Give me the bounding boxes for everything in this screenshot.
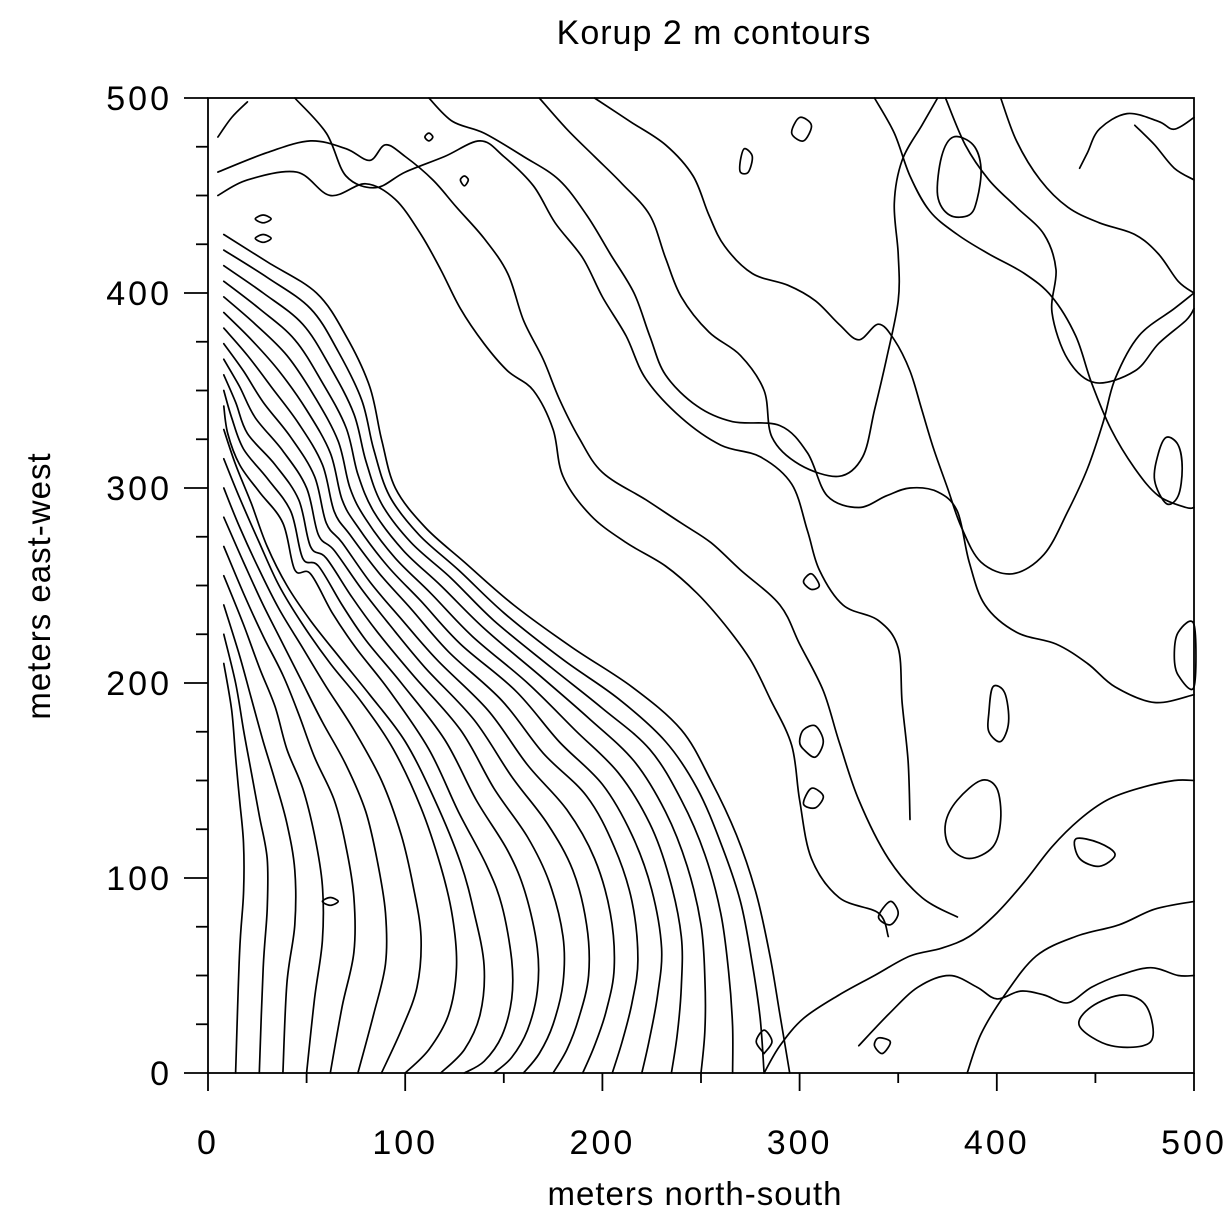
contour-loop	[321, 896, 340, 907]
contour-line	[222, 457, 458, 1074]
y-tick-label: 200	[106, 665, 172, 703]
contour-line	[222, 342, 616, 1074]
x-axis-label: meters north-south	[548, 1175, 843, 1212]
contour-line	[222, 428, 486, 1074]
contour-loop	[798, 724, 825, 759]
contour-loop	[1078, 994, 1155, 1049]
contour-line	[222, 358, 591, 1074]
contour-loop	[1173, 620, 1197, 691]
contour-loop	[738, 147, 754, 175]
contour-loop	[944, 779, 1002, 860]
x-tick-label: 300	[767, 1124, 833, 1162]
y-axis: 0 100 200 300 400 500	[106, 80, 208, 1093]
contour-loop	[790, 116, 813, 142]
contour-loop	[1073, 837, 1116, 868]
contour-line	[222, 296, 684, 1074]
x-axis: 0 100 200 300 400 500	[197, 1073, 1223, 1162]
contour-loop	[936, 135, 982, 219]
contour-line	[217, 101, 249, 138]
contour-loop	[877, 900, 900, 926]
contour-line	[222, 280, 707, 1074]
contour-line	[1133, 124, 1195, 181]
contour-line	[222, 545, 356, 1074]
y-axis-label: meters east-west	[20, 452, 57, 719]
contour-loop	[987, 684, 1010, 743]
contour-loop	[424, 132, 434, 142]
y-tick-label: 400	[106, 275, 172, 313]
contour-line	[222, 233, 791, 1074]
contour-loop	[254, 233, 272, 244]
contour-line	[999, 97, 1195, 294]
contour-line	[222, 487, 422, 1074]
y-tick-label: 500	[106, 80, 172, 118]
contour-loop	[873, 1036, 892, 1055]
contour-line	[857, 966, 1195, 1047]
chart-title: Korup 2 m contours	[557, 14, 872, 52]
x-tick-label: 400	[964, 1124, 1030, 1162]
contour-loop	[802, 787, 825, 810]
contour-loop	[802, 572, 821, 591]
contour-line	[222, 662, 245, 1074]
contour-line	[222, 311, 663, 1074]
contour-line	[222, 389, 540, 1074]
contour-line	[217, 140, 959, 918]
x-tick-label: 0	[197, 1124, 219, 1162]
contour-lines	[217, 97, 1197, 1074]
contour-line	[1078, 112, 1195, 170]
contour-line	[222, 327, 639, 1074]
x-tick-label: 200	[570, 1124, 636, 1162]
contour-line	[222, 249, 765, 1074]
contour-line	[222, 405, 514, 1074]
contour-line	[217, 170, 890, 938]
contour-line	[593, 97, 1195, 575]
contour-line	[755, 1029, 773, 1055]
y-tick-label: 300	[106, 470, 172, 508]
contour-line	[222, 574, 325, 1074]
contour-line	[222, 516, 388, 1074]
contour-line	[873, 97, 1195, 510]
contour-line	[763, 779, 1195, 1074]
x-tick-label: 100	[372, 1124, 438, 1162]
contour-loop	[1153, 436, 1184, 506]
contour-line	[944, 97, 1195, 384]
contour-line	[222, 633, 269, 1074]
contour-line	[222, 374, 566, 1074]
contour-line	[293, 97, 911, 821]
contour-line	[428, 97, 1195, 704]
contour-line	[966, 900, 1195, 1074]
contour-loop	[459, 175, 470, 187]
y-tick-label: 100	[106, 860, 172, 898]
contour-line	[222, 264, 734, 1074]
contour-loop	[254, 214, 272, 224]
contour-line	[222, 604, 297, 1074]
contour-line	[538, 97, 939, 478]
x-tick-label: 500	[1161, 1124, 1223, 1162]
y-tick-label: 0	[150, 1055, 172, 1093]
